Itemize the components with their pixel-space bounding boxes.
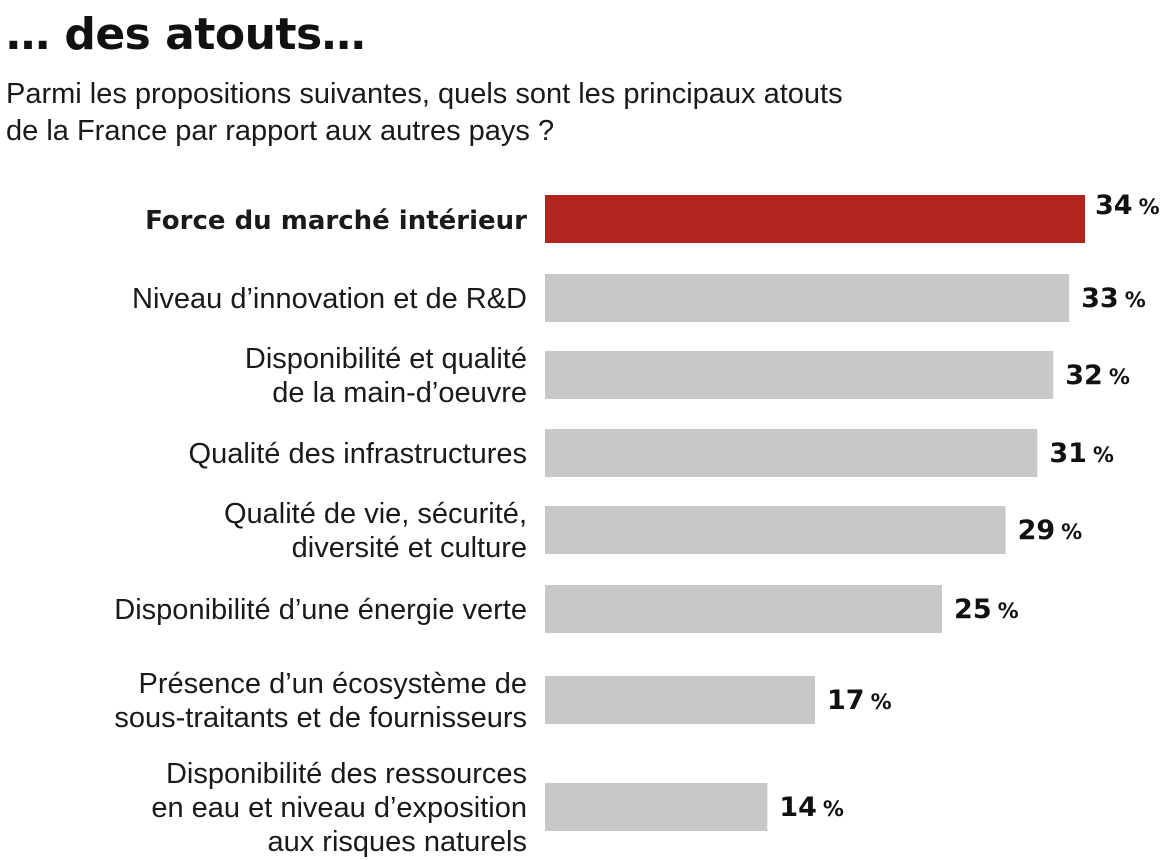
- chart-subtitle: Parmi les propositions suivantes, quels …: [6, 76, 1006, 150]
- bar-7: [545, 676, 815, 724]
- value-label-4: 31%: [1049, 438, 1114, 469]
- category-label-5: Qualité de vie, sécurité, diversité et cu…: [224, 498, 527, 564]
- category-label-7: Présence d’un écosystème de sous-traitant…: [114, 668, 527, 734]
- value-label-2: 33%: [1081, 283, 1146, 314]
- value-label-5: 29%: [1018, 515, 1083, 546]
- subtitle-line-2: de la France par rapport aux autres pays…: [6, 115, 555, 147]
- value-label-8: 14%: [779, 792, 844, 823]
- bar-3: [545, 351, 1054, 399]
- value-label-3: 32%: [1065, 360, 1130, 391]
- category-label-1: Force du marché intérieur: [145, 206, 527, 236]
- category-label-8: Disponibilité des ressources en eau et ni…: [151, 758, 527, 858]
- bar-8: [545, 783, 768, 831]
- category-label-4: Qualité des infrastructures: [189, 438, 527, 470]
- bar-4: [545, 429, 1038, 477]
- value-label-7: 17%: [827, 685, 892, 716]
- category-label-6: Disponibilité d’une énergie verte: [114, 594, 527, 626]
- category-label-2: Niveau d’innovation et de R&D: [132, 283, 527, 315]
- bar-1: [545, 195, 1085, 243]
- subtitle-line-1: Parmi les propositions suivantes, quels …: [6, 78, 843, 110]
- chart-title: … des atouts…: [6, 9, 366, 60]
- bar-2: [545, 274, 1070, 322]
- value-label-1: 34%: [1095, 190, 1160, 221]
- bar-6: [545, 585, 943, 633]
- category-label-3: Disponibilité et qualité de la main-d’oeu…: [245, 343, 527, 409]
- bar-5: [545, 506, 1006, 554]
- value-label-6: 25%: [954, 594, 1019, 625]
